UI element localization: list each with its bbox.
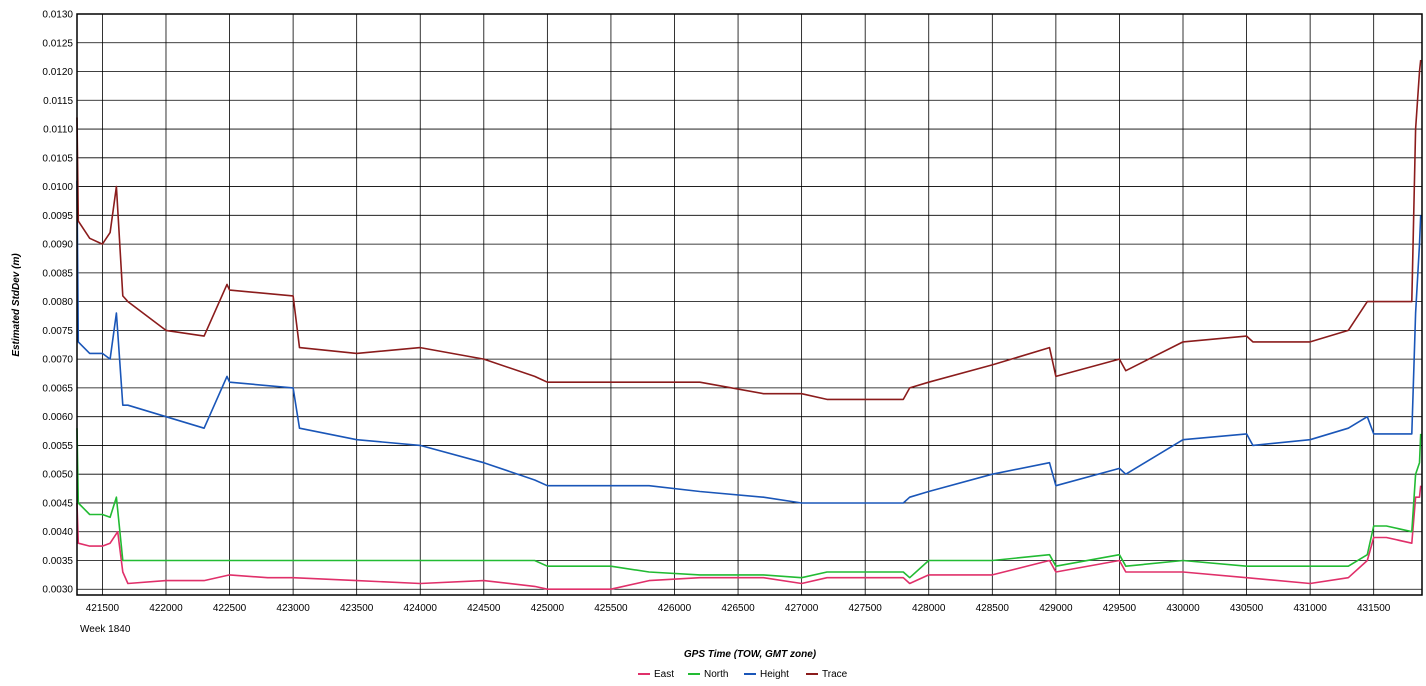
y-tick-label: 0.0115 [43, 96, 73, 107]
x-tick-label: 430500 [1230, 603, 1264, 614]
x-tick-label: 426500 [721, 603, 755, 614]
series-line-trace [76, 59, 1422, 401]
legend-label-north: North [704, 669, 728, 680]
legend-label-height: Height [760, 669, 789, 680]
x-tick-label: 430000 [1166, 603, 1200, 614]
x-tick-label: 424500 [467, 603, 501, 614]
series-lines [76, 59, 1422, 591]
y-tick-label: 0.0105 [42, 153, 73, 164]
y-tick-label: 0.0050 [42, 470, 73, 481]
legend-label-trace: Trace [822, 669, 848, 680]
y-tick-label: 0.0130 [42, 10, 73, 21]
x-tick-label: 427500 [848, 603, 882, 614]
y-tick-label: 0.0100 [42, 182, 73, 193]
y-tick-label: 0.0125 [42, 38, 73, 49]
legend-label-east: East [654, 669, 674, 680]
x-axis-title: GPS Time (TOW, GMT zone) [684, 649, 817, 660]
x-tick-label: 429500 [1103, 603, 1137, 614]
y-tick-label: 0.0065 [42, 383, 73, 394]
x-tick-label: 431000 [1293, 603, 1327, 614]
y-tick-label: 0.0085 [42, 268, 73, 279]
x-axis-ticks: 421500 422000 422500 423000 423500 424000 4245… [86, 603, 1391, 614]
x-tick-label: 425500 [594, 603, 628, 614]
y-axis-title: Estimated StdDev (m) [11, 253, 22, 357]
legend: East North Height Trace [638, 669, 848, 680]
y-tick-label: 0.0070 [42, 355, 73, 366]
x-tick-label: 431500 [1357, 603, 1391, 614]
y-tick-label: 0.0110 [43, 125, 73, 136]
y-tick-label: 0.0030 [42, 585, 73, 596]
x-tick-label: 422000 [149, 603, 183, 614]
y-tick-label: 0.0075 [42, 326, 73, 337]
y-tick-label: 0.0080 [42, 297, 73, 308]
y-tick-label: 0.0120 [42, 67, 73, 78]
y-tick-label: 0.0095 [42, 211, 73, 222]
y-tick-label: 0.0055 [42, 441, 73, 452]
y-tick-label: 0.0090 [42, 240, 73, 251]
x-tick-label: 425000 [531, 603, 565, 614]
x-tick-label: 424000 [404, 603, 438, 614]
y-tick-label: 0.0040 [42, 527, 73, 538]
series-line-east [76, 485, 1422, 591]
x-tick-label: 421500 [86, 603, 120, 614]
x-tick-label: 428500 [976, 603, 1010, 614]
grid-lines [77, 13, 1422, 595]
x-tick-label: 427000 [785, 603, 819, 614]
x-axis-sublabel: Week 1840 [80, 624, 131, 635]
x-tick-label: 423500 [340, 603, 374, 614]
x-tick-label: 428000 [912, 603, 946, 614]
series-line-height [76, 180, 1422, 504]
x-tick-label: 426000 [658, 603, 692, 614]
x-tick-label: 429000 [1039, 603, 1073, 614]
x-tick-label: 422500 [213, 603, 247, 614]
y-tick-label: 0.0035 [42, 556, 73, 567]
y-tick-label: 0.0060 [42, 412, 73, 423]
plot-frame [76, 13, 1423, 596]
series-line-north [76, 428, 1422, 579]
y-tick-label: 0.0045 [42, 498, 73, 509]
y-axis-ticks: 0.0030 0.0035 0.0040 0.0045 0.0050 0.0055 0.00… [42, 10, 73, 596]
x-tick-label: 423000 [276, 603, 310, 614]
